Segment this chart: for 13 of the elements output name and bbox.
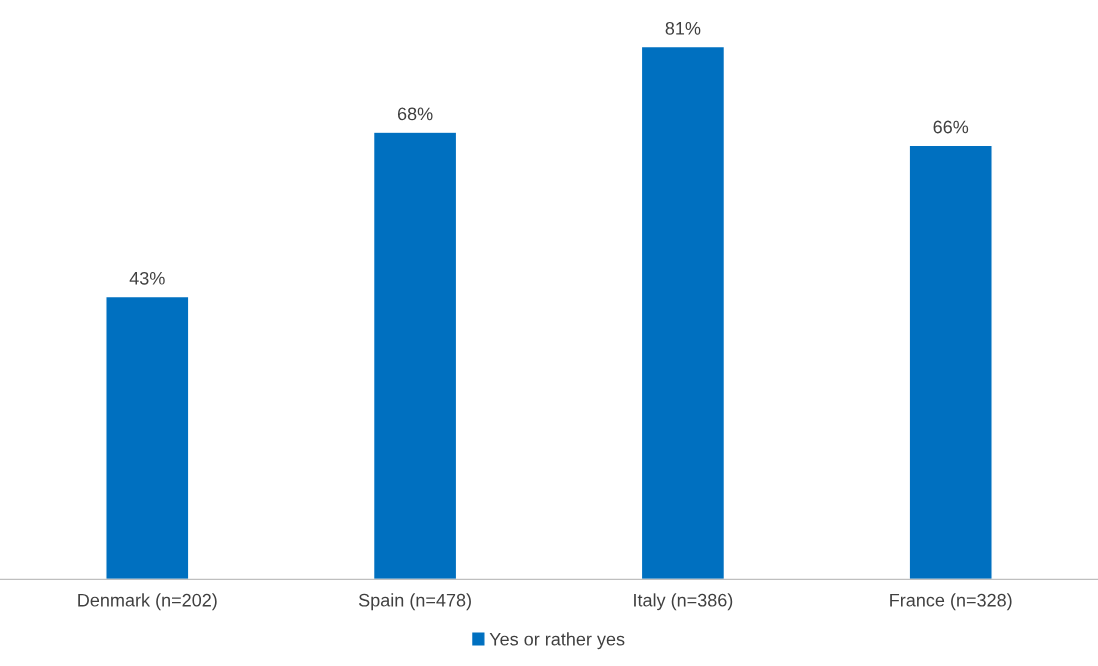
x-tick-label: Spain (n=478) [358, 593, 471, 611]
data-label: 68% [397, 107, 433, 121]
data-label: 81% [665, 21, 701, 35]
bar [640, 45, 726, 580]
legend-label: Yes or rather yes [489, 632, 625, 650]
bar [372, 131, 458, 580]
data-label: 43% [129, 271, 165, 285]
bar [105, 295, 190, 580]
bar [908, 144, 993, 580]
x-tick-label: France (n=328) [890, 593, 1012, 611]
x-tick-label: Italy (n=386) [634, 593, 733, 611]
data-label: 66% [933, 120, 969, 134]
x-tick-label: Denmark (n=202) [78, 593, 217, 611]
